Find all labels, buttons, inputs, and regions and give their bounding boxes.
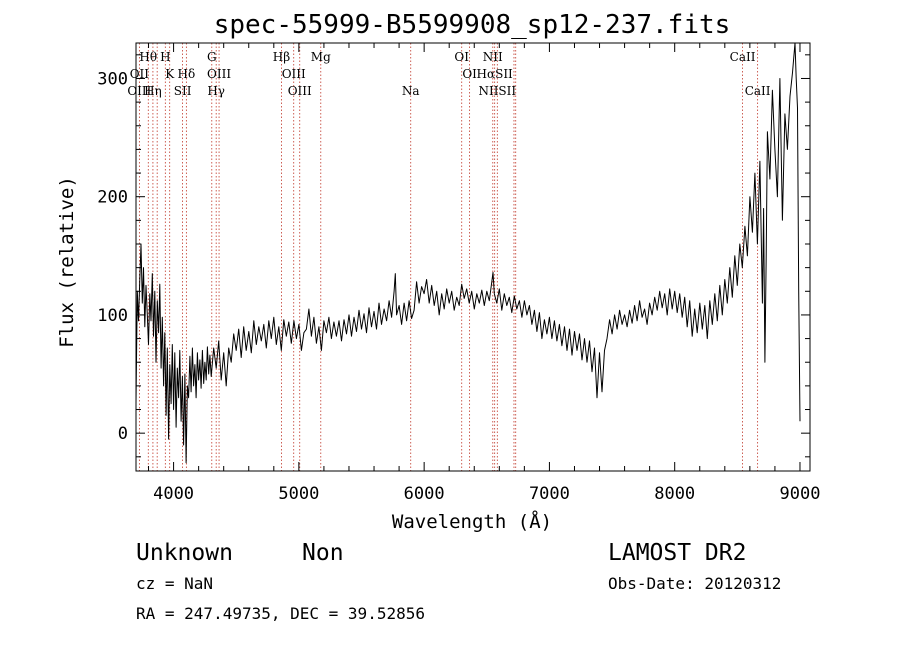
line-label-5: OI: [454, 50, 469, 64]
x-tick-label-8000: 8000: [654, 484, 695, 504]
line-markers: [138, 43, 759, 471]
line-label-6: NII: [483, 50, 503, 64]
line-label-20: Na: [402, 84, 420, 98]
line-label-7: CaII: [730, 50, 756, 64]
x-axis-label: Wavelength (Å): [392, 510, 552, 533]
x-tick-label-5000: 5000: [278, 484, 319, 504]
line-label-15: OIII: [127, 84, 151, 98]
line-label-18: Hγ: [207, 84, 225, 98]
plot-frame: [135, 42, 811, 472]
line-label-21: NIISII: [478, 84, 516, 98]
line-label-9: K: [165, 67, 175, 81]
x-tick-label-7000: 7000: [529, 484, 570, 504]
line-label-16: Hη: [144, 84, 162, 98]
x-tick-label-6000: 6000: [404, 484, 445, 504]
y-axis: 0 100 200 300: [97, 54, 810, 458]
line-label-10: Hδ: [178, 67, 196, 81]
line-label-0: Hθ: [139, 50, 157, 64]
line-label-11: OIII: [207, 67, 231, 81]
spectrum-line-0: [135, 42, 801, 464]
line-label-12: OIII: [282, 67, 306, 81]
y-tick-label-0: 0: [118, 424, 128, 444]
x-tick-label-4000: 4000: [153, 484, 194, 504]
obs-date: Obs-Date: 20120312: [608, 574, 781, 593]
chart-title: spec-55999-B5599908_sp12-237.fits: [214, 10, 731, 40]
line-label-1: H: [160, 50, 170, 64]
coordinates: RA = 247.49735, DEC = 39.52856: [136, 604, 425, 623]
survey-name: LAMOST DR2: [608, 540, 746, 566]
y-tick-label-300: 300: [97, 69, 128, 89]
y-axis-label: Flux (relative): [56, 176, 78, 348]
line-label-3: Hβ: [273, 50, 290, 64]
y-tick-label-100: 100: [97, 306, 128, 326]
x-tick-label-9000: 9000: [780, 484, 821, 504]
line-label-17: SII: [174, 84, 192, 98]
object-class: Unknown: [136, 540, 233, 566]
redshift-cz: cz = NaN: [136, 574, 213, 593]
line-label-14: HαSII: [477, 67, 514, 81]
series-layer: [135, 42, 801, 464]
line-label-4: Mg: [311, 50, 331, 64]
object-subclass: Non: [302, 540, 344, 566]
line-label-22: CaII: [745, 84, 771, 98]
line-label-2: G: [207, 50, 217, 64]
line-label-19: OIII: [288, 84, 312, 98]
line-label-8: OII: [130, 67, 150, 81]
line-label-13: OI: [462, 67, 477, 81]
x-axis: 4000 5000 6000 7000 8000 9000: [148, 43, 821, 504]
y-tick-label-200: 200: [97, 188, 128, 208]
